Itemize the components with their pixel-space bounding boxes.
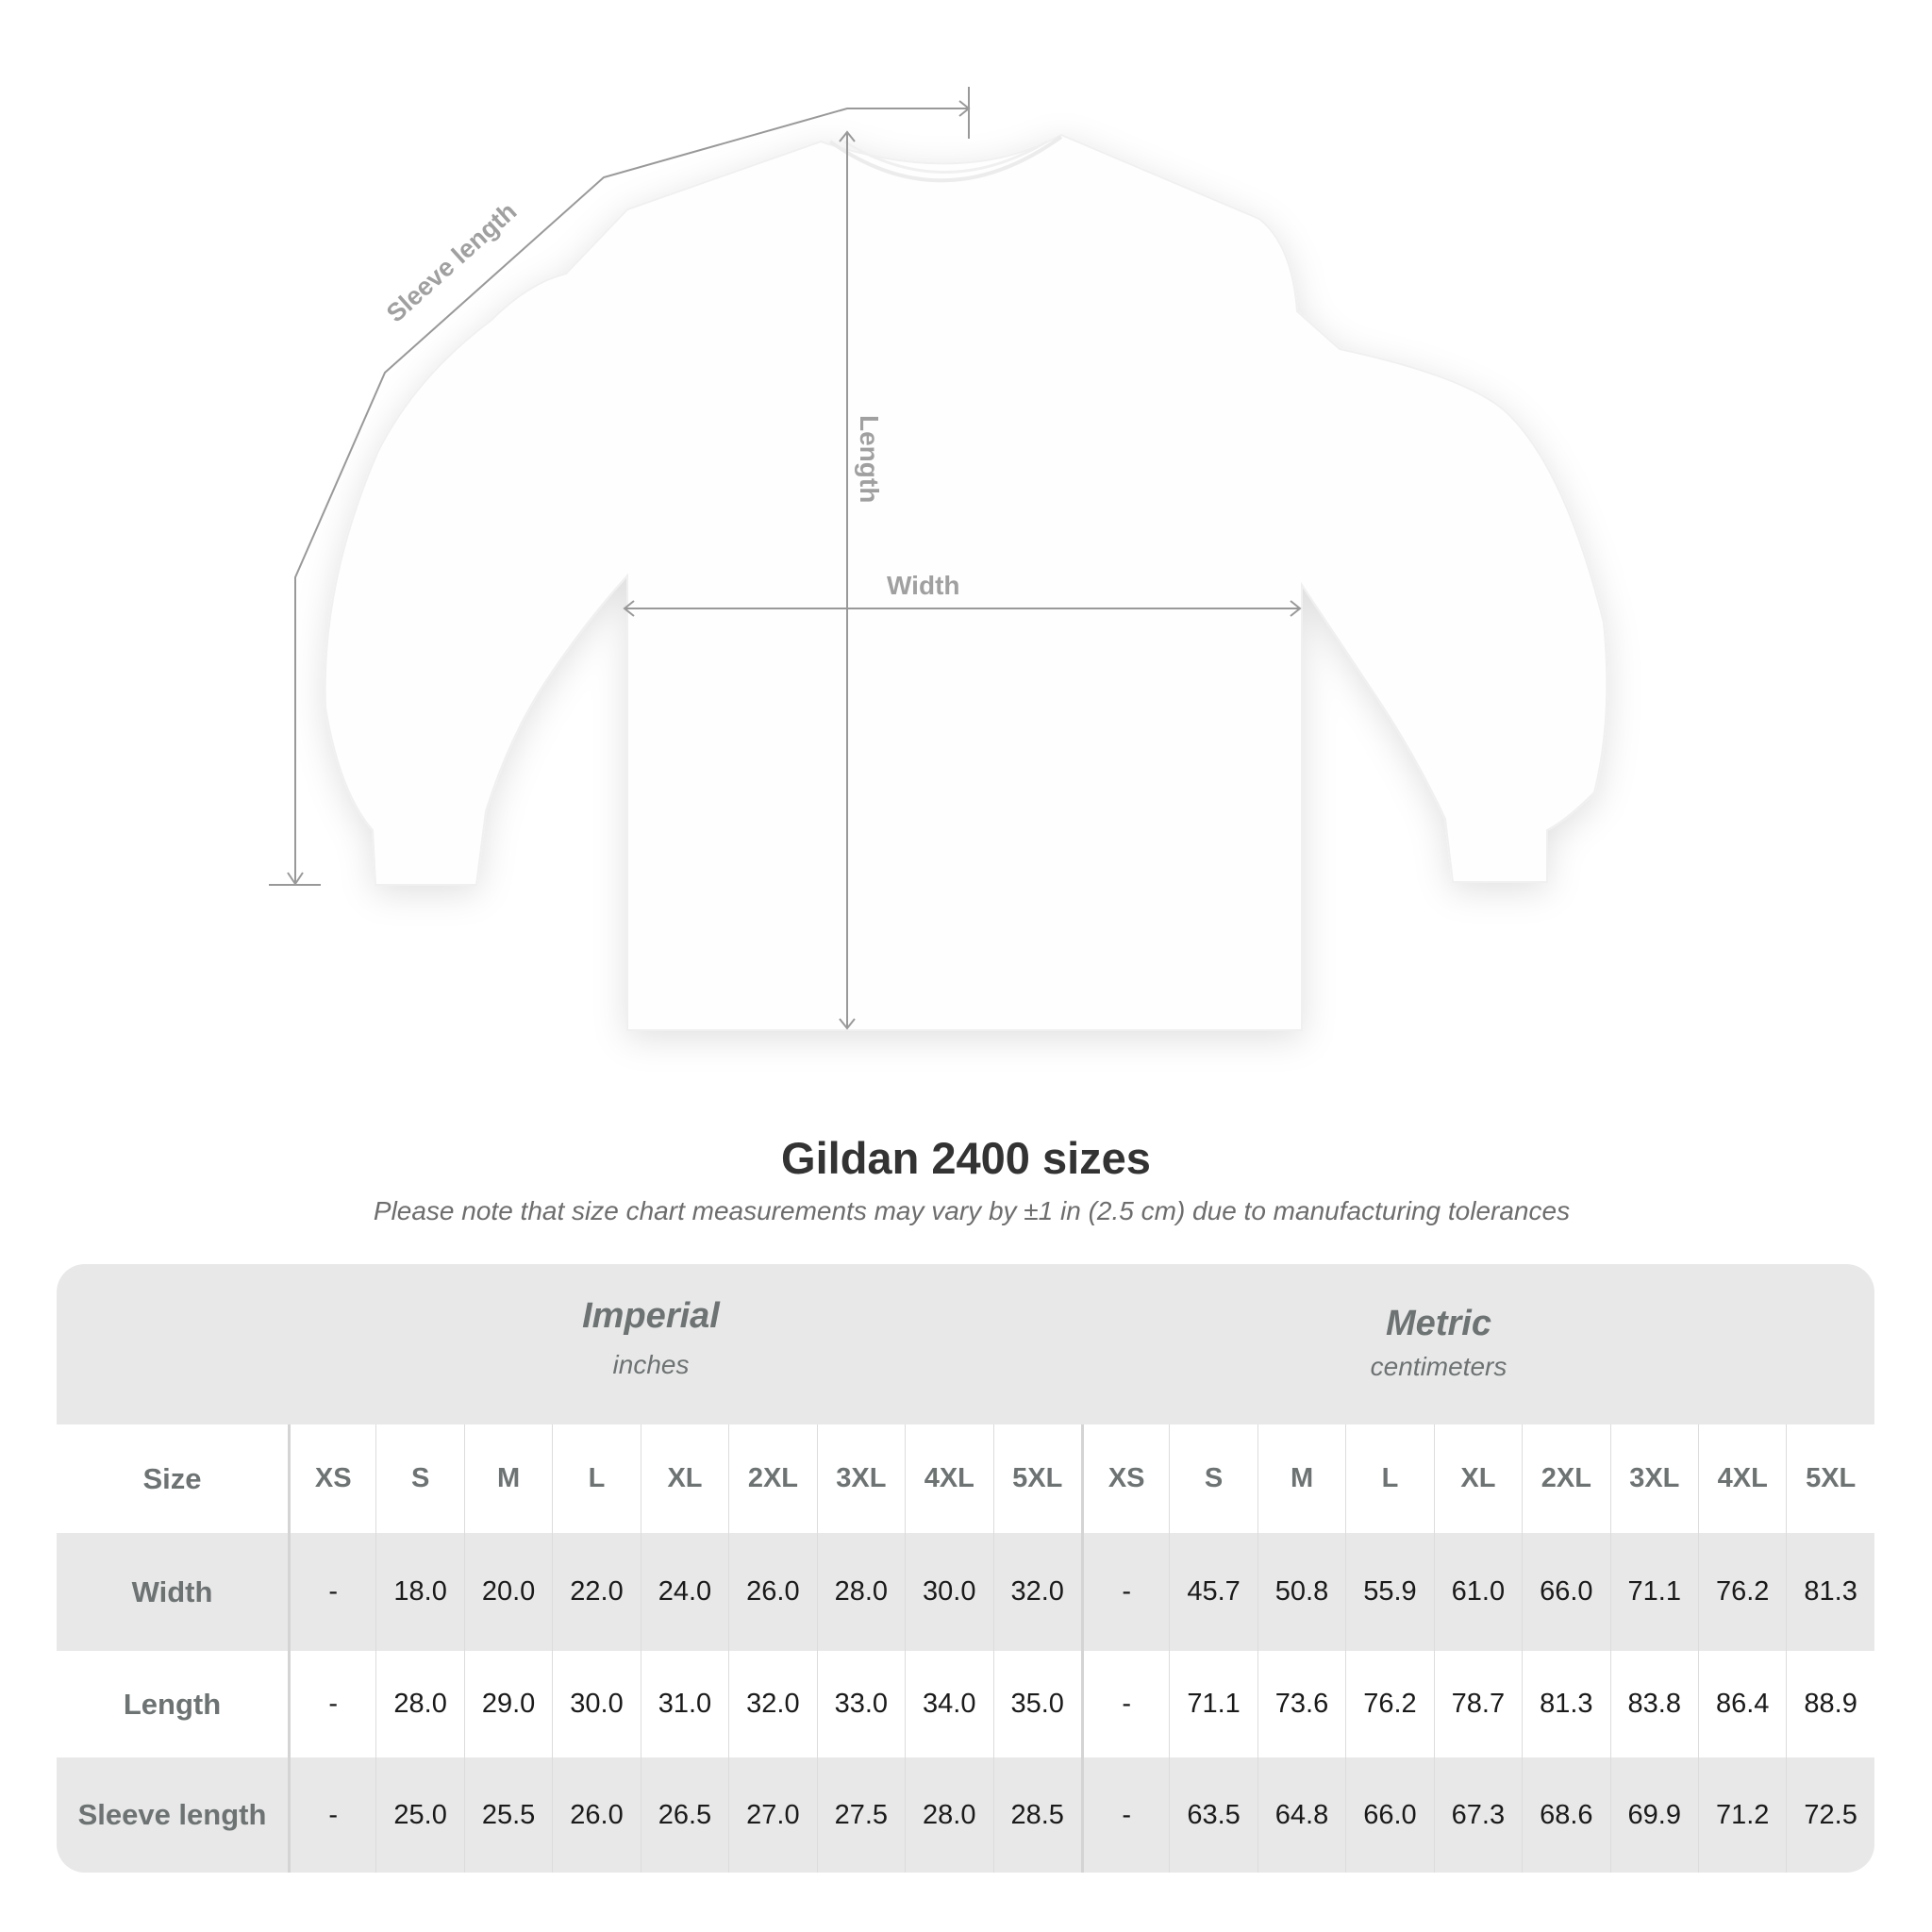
table-cell: 26.0 — [552, 1757, 640, 1873]
table-row-length: Length -28.0 29.0 30.0 31.0 32.0 33.0 34.0 35.0-… — [57, 1651, 1874, 1757]
sleeve-length-measure — [269, 87, 971, 886]
table-cell: 86.4 — [1698, 1651, 1786, 1757]
table-cell: 66.0 — [1345, 1757, 1433, 1873]
table-cell: 22.0 — [552, 1533, 640, 1651]
table-cell: 76.2 — [1698, 1533, 1786, 1651]
table-cell: - — [1080, 1757, 1169, 1873]
long-sleeve-shirt-illustration — [324, 133, 1608, 1031]
table-cell: 73.6 — [1257, 1651, 1345, 1757]
size-header-row: Size XS S M L XL 2XL 3XL 4XL 5XL XS S M L XL 2XL 3XL 4XL… — [57, 1424, 1874, 1533]
table-cell: 69.9 — [1609, 1757, 1698, 1873]
table-cell: 18.0 — [375, 1533, 463, 1651]
size-header-cell: M — [463, 1424, 552, 1533]
length-label: Length — [855, 415, 884, 503]
table-cell: 35.0 — [992, 1651, 1081, 1757]
size-header-cell: L — [552, 1424, 640, 1533]
table-cell: 28.0 — [816, 1533, 905, 1651]
table-cell: 30.0 — [552, 1651, 640, 1757]
tolerance-note: Please note that size chart measurements… — [373, 1196, 1571, 1225]
table-row-sleeve-length: Sleeve length -25.0 25.5 26.0 26.5 27.0 27.5 28… — [57, 1757, 1874, 1873]
size-header-cell: S — [375, 1424, 463, 1533]
row-label: Length — [123, 1687, 222, 1721]
table-cell: 76.2 — [1345, 1651, 1433, 1757]
width-label: Width — [887, 571, 960, 600]
metric-unit: centimeters — [1370, 1352, 1507, 1381]
table-cell: 31.0 — [640, 1651, 728, 1757]
length-measure — [839, 130, 856, 1030]
table-cell: - — [288, 1757, 375, 1873]
size-table: Imperial inches Metric centimeters Size … — [57, 1264, 1874, 1873]
table-cell: 33.0 — [816, 1651, 905, 1757]
size-header-cell: 4XL — [1698, 1424, 1786, 1533]
size-header-cell: XL — [640, 1424, 728, 1533]
size-header-cell: L — [1345, 1424, 1433, 1533]
table-cell: 88.9 — [1786, 1651, 1874, 1757]
table-cell: 30.0 — [905, 1533, 992, 1651]
table-cell: 83.8 — [1609, 1651, 1698, 1757]
table-cell: 28.5 — [992, 1757, 1081, 1873]
size-header-cell: 2XL — [1522, 1424, 1609, 1533]
table-cell: 66.0 — [1522, 1533, 1609, 1651]
table-cell: 29.0 — [463, 1651, 552, 1757]
table-cell: 24.0 — [640, 1533, 728, 1651]
table-row-width: Width -18.0 20.0 22.0 24.0 26.0 28.0 30.0 32.0-4… — [57, 1533, 1874, 1651]
size-header-cell: S — [1169, 1424, 1257, 1533]
size-label: Size — [142, 1461, 202, 1495]
table-cell: 32.0 — [992, 1533, 1081, 1651]
size-header-cell: 4XL — [905, 1424, 992, 1533]
table-cell: - — [1080, 1533, 1169, 1651]
imperial-title: Imperial — [582, 1296, 720, 1336]
size-header-cell: M — [1257, 1424, 1345, 1533]
table-cell: 28.0 — [375, 1651, 463, 1757]
size-header-cell: 5XL — [992, 1424, 1081, 1533]
metric-title: Metric — [1386, 1304, 1491, 1343]
row-label: Width — [131, 1574, 213, 1608]
table-cell: 28.0 — [905, 1757, 992, 1873]
table-cell: - — [288, 1533, 375, 1651]
table-cell: 68.6 — [1522, 1757, 1609, 1873]
table-cell: 67.3 — [1433, 1757, 1522, 1873]
table-cell: 27.5 — [816, 1757, 905, 1873]
table-cell: 26.5 — [640, 1757, 728, 1873]
page-title: Gildan 2400 sizes — [781, 1133, 1151, 1183]
table-cell: 71.1 — [1609, 1533, 1698, 1651]
table-cell: - — [1080, 1651, 1169, 1757]
table-cell: - — [288, 1651, 375, 1757]
table-cell: 72.5 — [1786, 1757, 1874, 1873]
row-label: Sleeve length — [77, 1798, 267, 1831]
width-measure — [623, 600, 1302, 617]
table-cell: 20.0 — [463, 1533, 552, 1651]
table-cell: 64.8 — [1257, 1757, 1345, 1873]
table-cell: 81.3 — [1786, 1533, 1874, 1651]
size-header-cell: XS — [288, 1424, 375, 1533]
table-cell: 27.0 — [728, 1757, 816, 1873]
table-cell: 78.7 — [1433, 1651, 1522, 1757]
size-header-cell: XS — [1080, 1424, 1169, 1533]
table-cell: 81.3 — [1522, 1651, 1609, 1757]
table-cell: 45.7 — [1169, 1533, 1257, 1651]
table-cell: 61.0 — [1433, 1533, 1522, 1651]
table-cell: 32.0 — [728, 1651, 816, 1757]
table-cell: 26.0 — [728, 1533, 816, 1651]
table-cell: 71.2 — [1698, 1757, 1786, 1873]
imperial-header: Imperial inches — [288, 1296, 1014, 1380]
table-cell: 71.1 — [1169, 1651, 1257, 1757]
size-header-cell: 3XL — [816, 1424, 905, 1533]
size-header-cell: XL — [1433, 1424, 1522, 1533]
imperial-unit: inches — [612, 1350, 690, 1379]
size-header-cell: 2XL — [728, 1424, 816, 1533]
table-cell: 25.5 — [463, 1757, 552, 1873]
shirt-diagram: Sleeve length Length Width — [269, 87, 1608, 1031]
size-header-cell: 5XL — [1786, 1424, 1874, 1533]
table-cell: 55.9 — [1345, 1533, 1433, 1651]
table-cell: 34.0 — [905, 1651, 992, 1757]
size-header-cell: 3XL — [1609, 1424, 1698, 1533]
table-cell: 25.0 — [375, 1757, 463, 1873]
sleeve-length-label: Sleeve length — [381, 197, 522, 328]
table-cell: 63.5 — [1169, 1757, 1257, 1873]
metric-header: Metric centimeters — [1075, 1304, 1802, 1382]
table-cell: 50.8 — [1257, 1533, 1345, 1651]
